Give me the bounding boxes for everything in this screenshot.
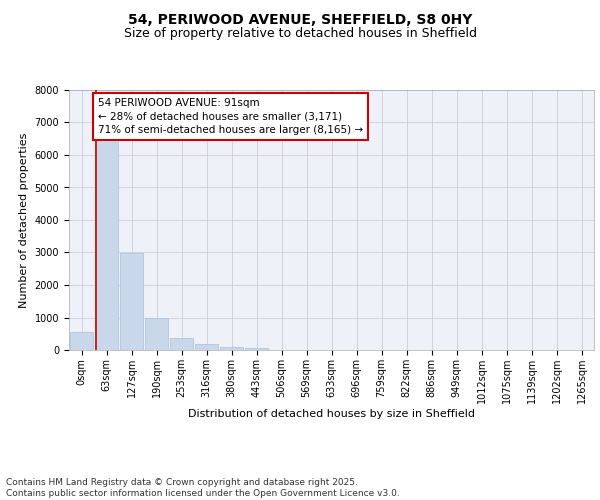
Text: Contains HM Land Registry data © Crown copyright and database right 2025.
Contai: Contains HM Land Registry data © Crown c… (6, 478, 400, 498)
Text: 54, PERIWOOD AVENUE, SHEFFIELD, S8 0HY: 54, PERIWOOD AVENUE, SHEFFIELD, S8 0HY (128, 12, 472, 26)
Bar (120, 253, 143, 350)
Bar (195, 344, 218, 350)
Bar (220, 347, 243, 350)
Text: Size of property relative to detached houses in Sheffield: Size of property relative to detached ho… (124, 28, 476, 40)
Bar (70, 332, 93, 350)
Bar (245, 348, 268, 350)
X-axis label: Distribution of detached houses by size in Sheffield: Distribution of detached houses by size … (188, 408, 475, 418)
Bar (95, 140, 118, 350)
Text: 54 PERIWOOD AVENUE: 91sqm
← 28% of detached houses are smaller (3,171)
71% of se: 54 PERIWOOD AVENUE: 91sqm ← 28% of detac… (98, 98, 363, 134)
Bar (170, 338, 193, 350)
Y-axis label: Number of detached properties: Number of detached properties (19, 132, 29, 308)
Bar (145, 318, 168, 350)
